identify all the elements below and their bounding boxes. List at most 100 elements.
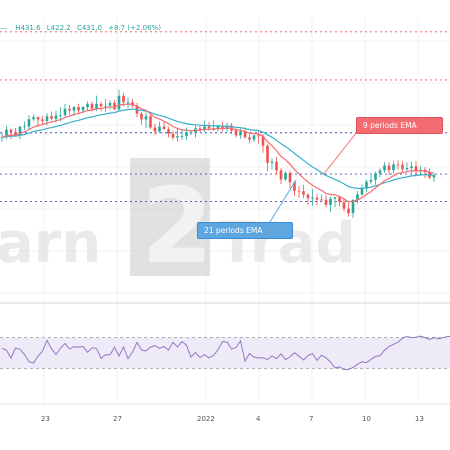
ema-9-pointer-line xyxy=(322,131,358,176)
candlestick-series xyxy=(0,89,436,218)
candle-body xyxy=(396,164,400,166)
candle-body xyxy=(248,137,251,140)
candle-body xyxy=(162,126,166,130)
x-tick-label: 2022 xyxy=(197,415,215,423)
candle-body xyxy=(284,172,287,180)
candle-body xyxy=(207,126,211,129)
candle-body xyxy=(302,191,305,195)
candle-body xyxy=(378,170,382,174)
watermark-logo: arn 2 Trad xyxy=(0,158,356,287)
candle-body xyxy=(18,126,22,136)
candle-body xyxy=(108,102,112,106)
candle-body xyxy=(333,197,337,199)
candle-body xyxy=(144,116,148,120)
candle-body xyxy=(72,107,76,111)
watermark-text-right: Trad xyxy=(218,211,356,276)
candle-body xyxy=(432,175,436,178)
candle-body xyxy=(270,161,274,163)
candle-body xyxy=(68,108,71,111)
candle-body xyxy=(293,182,296,191)
candle-body xyxy=(243,131,247,138)
candle-body xyxy=(36,117,40,120)
candle-body xyxy=(117,95,121,110)
candle-body xyxy=(0,137,4,139)
candle-body xyxy=(306,194,310,199)
watermark-box xyxy=(130,158,210,276)
candle-body xyxy=(320,199,323,201)
ohlc-high: H431.6 xyxy=(15,24,41,32)
candle-body xyxy=(167,129,170,134)
candle-body xyxy=(279,170,283,180)
ohlc-low: L422.2 xyxy=(46,24,71,32)
rsi-pane xyxy=(0,335,450,371)
candle-body xyxy=(261,135,265,146)
candle-body xyxy=(216,126,220,129)
candle-body xyxy=(288,172,292,183)
time-axis: 23 27 2022 4 7 10 13 xyxy=(41,415,424,423)
candle-body xyxy=(401,164,404,170)
ema-21-pointer-line xyxy=(269,179,297,223)
candle-body xyxy=(360,188,364,195)
candle-body xyxy=(99,103,103,107)
candle-body xyxy=(405,168,409,170)
candle-body xyxy=(59,115,62,116)
candle-body xyxy=(252,135,256,140)
candle-body xyxy=(126,102,130,104)
candle-body xyxy=(149,116,152,128)
candle-body xyxy=(257,135,260,137)
candle-body xyxy=(392,164,395,171)
ema-21-annotation: 21 periods EMA xyxy=(197,222,293,239)
candle-body xyxy=(45,116,49,122)
candle-body xyxy=(77,107,80,111)
x-tick-label: 13 xyxy=(415,415,424,423)
x-tick-label: 7 xyxy=(309,415,313,423)
candle-body xyxy=(122,95,125,103)
candle-body xyxy=(311,197,314,199)
ohlc-close: C431.0 xyxy=(76,24,102,32)
ema-9-annotation: 9 periods EMA xyxy=(356,117,443,134)
ema-21-line xyxy=(1,108,434,189)
candle-body xyxy=(369,179,373,182)
candle-body xyxy=(239,131,242,136)
candle-body xyxy=(140,113,143,120)
x-tick-label: 10 xyxy=(362,415,371,423)
candle-body xyxy=(5,129,8,138)
candle-body xyxy=(176,136,179,138)
candle-body xyxy=(153,127,157,132)
candle-body xyxy=(23,126,26,128)
candle-body xyxy=(50,116,53,119)
candle-body xyxy=(54,115,58,119)
x-tick-label: 27 xyxy=(113,415,122,423)
candle-body xyxy=(32,117,35,120)
candle-body xyxy=(329,198,332,205)
ohlc-legend: — H431.6 L422.2 C431.0 +8.7 (+2.06%) xyxy=(0,24,165,32)
candle-body xyxy=(198,128,202,130)
candle-body xyxy=(347,208,350,214)
candle-body xyxy=(104,105,107,107)
candle-body xyxy=(414,166,418,172)
candle-body xyxy=(234,130,238,136)
candle-body xyxy=(27,119,31,127)
ema-9-line xyxy=(1,103,435,203)
candle-body xyxy=(90,103,94,109)
candle-body xyxy=(374,173,377,180)
candle-body xyxy=(225,125,229,129)
candle-body xyxy=(410,166,413,169)
candle-body xyxy=(383,165,386,171)
ohlc-change: +8.7 (+2.06%) xyxy=(108,24,161,32)
rsi-line xyxy=(1,335,450,371)
candle-body xyxy=(171,133,175,138)
candle-body xyxy=(203,126,206,130)
candle-body xyxy=(387,165,391,171)
candle-body xyxy=(185,132,188,136)
candle-body xyxy=(275,161,278,171)
watermark-text-left: arn xyxy=(0,211,101,276)
candle-body xyxy=(351,200,355,214)
x-tick-label: 4 xyxy=(256,415,261,423)
ohlc-separator: — xyxy=(0,24,7,32)
candle-body xyxy=(95,103,98,109)
candle-body xyxy=(324,199,328,205)
x-tick-label: 23 xyxy=(41,415,50,423)
candle-body xyxy=(221,126,224,129)
